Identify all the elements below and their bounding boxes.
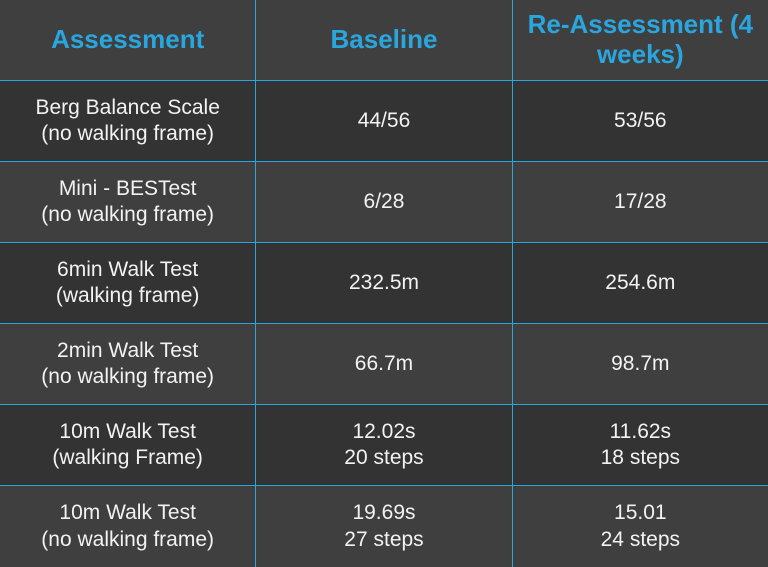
- baseline-cell: 19.69s 27 steps: [256, 486, 512, 567]
- assessment-name: Berg Balance Scale: [35, 95, 219, 121]
- baseline-value: 12.02s: [352, 419, 415, 445]
- assessment-cell: 10m Walk Test (walking Frame): [0, 405, 256, 486]
- reassessment-value: 11.62s: [610, 419, 672, 445]
- baseline-cell: 232.5m: [256, 243, 512, 324]
- baseline-value: 66.7m: [355, 351, 413, 377]
- assessment-cell: Mini - BESTest (no walking frame): [0, 162, 256, 243]
- assessment-cell: 2min Walk Test (no walking frame): [0, 324, 256, 405]
- baseline-value: 6/28: [364, 189, 405, 215]
- baseline-extra: 27 steps: [344, 527, 423, 553]
- table-row: Mini - BESTest (no walking frame) 6/28 1…: [0, 162, 768, 243]
- col-header-reassessment: Re-Assessment (4 weeks): [513, 0, 768, 81]
- assessment-table: Assessment Baseline Re-Assessment (4 wee…: [0, 0, 768, 567]
- reassessment-extra: 18 steps: [601, 445, 680, 471]
- assessment-name: 10m Walk Test: [59, 419, 196, 445]
- reassessment-cell: 98.7m: [513, 324, 768, 405]
- baseline-extra: 20 steps: [344, 445, 423, 471]
- reassessment-cell: 11.62s 18 steps: [513, 405, 768, 486]
- table-header-row: Assessment Baseline Re-Assessment (4 wee…: [0, 0, 768, 81]
- col-header-baseline: Baseline: [256, 0, 512, 81]
- reassessment-cell: 53/56: [513, 81, 768, 162]
- baseline-cell: 6/28: [256, 162, 512, 243]
- baseline-cell: 66.7m: [256, 324, 512, 405]
- reassessment-cell: 17/28: [513, 162, 768, 243]
- table-row: 2min Walk Test (no walking frame) 66.7m …: [0, 324, 768, 405]
- assessment-condition: (no walking frame): [41, 364, 214, 390]
- table-row: 10m Walk Test (walking Frame) 12.02s 20 …: [0, 405, 768, 486]
- reassessment-cell: 254.6m: [513, 243, 768, 324]
- assessment-condition: (walking frame): [56, 283, 200, 309]
- assessment-condition: (walking Frame): [52, 445, 203, 471]
- assessment-name: Mini - BESTest: [59, 176, 197, 202]
- assessment-name: 6min Walk Test: [57, 257, 198, 283]
- table-row: Berg Balance Scale (no walking frame) 44…: [0, 81, 768, 162]
- assessment-name: 10m Walk Test: [59, 500, 196, 526]
- assessment-cell: 6min Walk Test (walking frame): [0, 243, 256, 324]
- baseline-cell: 12.02s 20 steps: [256, 405, 512, 486]
- assessment-cell: Berg Balance Scale (no walking frame): [0, 81, 256, 162]
- assessment-condition: (no walking frame): [41, 527, 214, 553]
- table-row: 6min Walk Test (walking frame) 232.5m 25…: [0, 243, 768, 324]
- baseline-cell: 44/56: [256, 81, 512, 162]
- reassessment-value: 17/28: [614, 189, 667, 215]
- reassessment-extra: 24 steps: [601, 527, 680, 553]
- reassessment-value: 15.01: [614, 500, 667, 526]
- reassessment-value: 254.6m: [605, 270, 675, 296]
- baseline-value: 232.5m: [349, 270, 419, 296]
- col-header-assessment: Assessment: [0, 0, 256, 81]
- reassessment-value: 53/56: [614, 108, 667, 134]
- table-row: 10m Walk Test (no walking frame) 19.69s …: [0, 486, 768, 567]
- assessment-condition: (no walking frame): [41, 202, 214, 228]
- baseline-value: 44/56: [358, 108, 411, 134]
- assessment-cell: 10m Walk Test (no walking frame): [0, 486, 256, 567]
- assessment-name: 2min Walk Test: [57, 338, 198, 364]
- assessment-condition: (no walking frame): [41, 121, 214, 147]
- reassessment-cell: 15.01 24 steps: [513, 486, 768, 567]
- reassessment-value: 98.7m: [611, 351, 669, 377]
- baseline-value: 19.69s: [352, 500, 415, 526]
